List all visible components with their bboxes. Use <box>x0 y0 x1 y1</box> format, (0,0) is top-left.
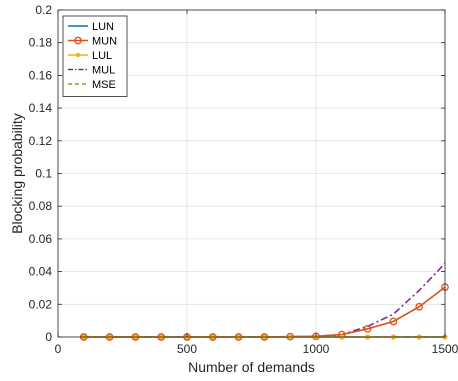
legend-item-lul: LUL <box>68 50 112 62</box>
y-tick-label: 0.12 <box>29 134 53 148</box>
legend-item-lun: LUN <box>68 21 114 33</box>
y-tick-label: 0.04 <box>29 265 53 279</box>
legend-item-mun: MUN <box>68 36 117 48</box>
y-tick-label: 0.16 <box>29 68 53 82</box>
legend-item-mul: MUL <box>68 65 115 77</box>
x-axis-label: Number of demands <box>188 359 315 375</box>
legend-label-lun: LUN <box>92 21 114 33</box>
axis-ticks <box>57 9 446 338</box>
point-mun <box>389 317 398 326</box>
point-mun <box>363 324 372 333</box>
y-tick-label: 0.08 <box>29 199 53 213</box>
legend-label-lul: LUL <box>92 50 112 62</box>
legend-label-mul: MUL <box>92 65 115 77</box>
legend: LUN MUN LUL MUL MSE <box>62 15 128 97</box>
y-tick-label: 0.1 <box>35 167 52 181</box>
y-tick-label: 0.18 <box>29 36 53 50</box>
y-tick-label: 0.06 <box>29 232 53 246</box>
legend-box <box>62 15 128 97</box>
legend-label-mun: MUN <box>92 36 117 48</box>
x-tick-labels: 0 500 1000 1500 <box>55 342 458 356</box>
legend-marker-mun <box>74 36 82 45</box>
point-mun <box>415 302 424 311</box>
y-tick-label: 0.14 <box>29 101 53 115</box>
x-tick-label: 1000 <box>303 342 330 356</box>
legend-label-mse: MSE <box>92 79 116 91</box>
x-tick-label: 0 <box>55 342 62 356</box>
x-tick-label: 500 <box>177 342 197 356</box>
legend-marker-lul <box>75 52 81 58</box>
y-tick-label: 0 <box>45 330 52 344</box>
y-tick-labels: 0 0.02 0.04 0.06 0.08 0.1 0.12 0.14 0.16 0.18 0.2 <box>29 3 53 344</box>
legend-item-mse: MSE <box>68 79 116 91</box>
y-axis-label: Blocking probability <box>9 113 25 234</box>
y-tick-label: 0.2 <box>35 3 52 17</box>
y-tick-label: 0.02 <box>29 297 53 311</box>
x-tick-label: 1500 <box>432 342 458 356</box>
